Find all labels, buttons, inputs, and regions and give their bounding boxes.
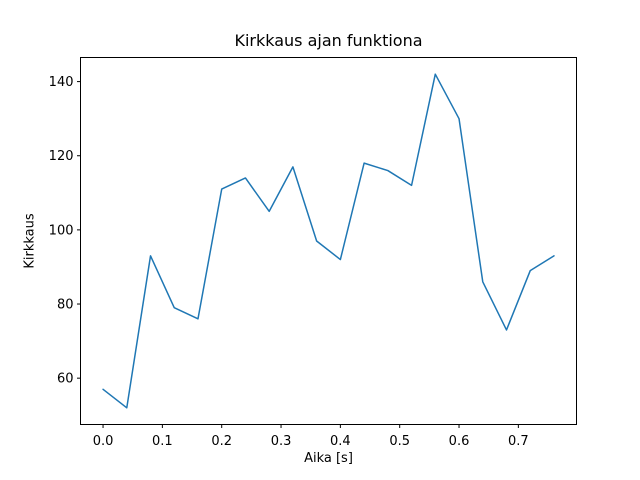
y-axis-label: Kirkkaus bbox=[22, 213, 38, 269]
x-tick-label: 0.3 bbox=[271, 434, 292, 449]
chart-title: Kirkkaus ajan funktiona bbox=[234, 31, 423, 50]
x-tick-label: 0.1 bbox=[152, 434, 173, 449]
y-tick-label: 60 bbox=[57, 372, 74, 387]
y-tick-label: 120 bbox=[49, 149, 74, 164]
x-axis-label: Aika [s] bbox=[304, 451, 353, 466]
axes-frame bbox=[80, 57, 577, 425]
x-tick-label: 0.2 bbox=[211, 434, 232, 449]
x-tick-label: 0.5 bbox=[389, 434, 410, 449]
data-line bbox=[102, 73, 555, 409]
y-tick-label: 80 bbox=[57, 298, 74, 313]
x-tick-label: 0.7 bbox=[508, 434, 529, 449]
x-tick-label: 0.0 bbox=[93, 434, 114, 449]
x-tick-label: 0.4 bbox=[330, 434, 351, 449]
y-tick-label: 140 bbox=[49, 75, 74, 90]
y-tick-label: 100 bbox=[49, 223, 74, 238]
x-tick-label: 0.6 bbox=[449, 434, 470, 449]
